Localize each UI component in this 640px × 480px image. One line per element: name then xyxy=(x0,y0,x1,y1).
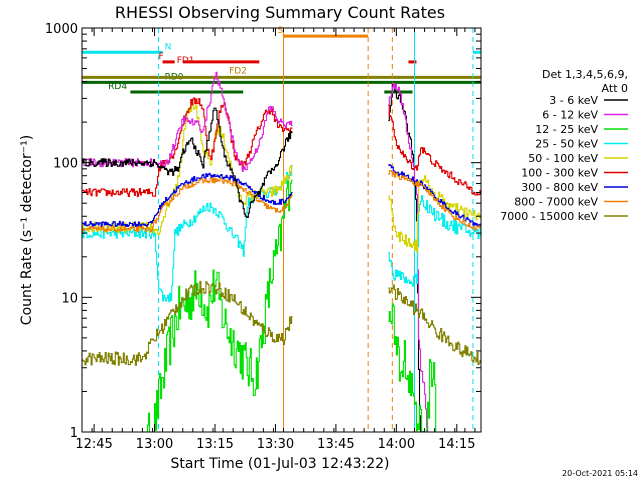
legend-label: 50 - 100 keV xyxy=(528,152,598,165)
legend: Det 1,3,4,5,6,9,Att 0 3 - 6 keV 6 - 12 keV… xyxy=(500,68,628,223)
flag-label-rd4: RD4 xyxy=(108,82,127,92)
legend-label: 800 - 7000 keV xyxy=(514,196,598,209)
x-tick-label: 13:00 xyxy=(136,437,173,452)
series-line-12-25-kev-pre xyxy=(141,175,293,432)
y-tick-label: 100 xyxy=(53,157,78,172)
y-axis-label: Count Rate (s⁻¹ detector⁻¹) xyxy=(19,135,35,325)
chart-title: RHESSI Observing Summary Count Rates xyxy=(115,3,445,22)
flag-label-fd1: FD1 xyxy=(177,56,195,66)
legend-header: Att 0 xyxy=(602,82,628,95)
x-tick-label: 13:30 xyxy=(257,437,294,452)
legend-label: 6 - 12 keV xyxy=(542,109,598,122)
series-line-3-6-kev-pre xyxy=(82,107,293,219)
series-line-800-7000-kev-pre xyxy=(82,177,293,233)
series-layer xyxy=(82,71,481,432)
x-tick-label: 14:00 xyxy=(378,437,415,452)
series-line-50-100-kev-pre xyxy=(82,101,293,236)
y-tick-label: 10 xyxy=(61,291,78,306)
legend-label: 100 - 300 keV xyxy=(521,167,598,180)
legend-label: 300 - 800 keV xyxy=(521,181,598,194)
flag-label-f: F xyxy=(159,52,164,62)
x-axis-label: Start Time (01-Jul-03 12:43:22) xyxy=(170,456,389,472)
series-line-7000-15000-kev-pre xyxy=(82,280,293,366)
series-line-100-300-kev-post xyxy=(388,104,481,196)
x-tick-label: 13:45 xyxy=(317,437,354,452)
legend-label: 3 - 6 keV xyxy=(549,94,598,107)
legend-label: 12 - 25 keV xyxy=(535,123,598,136)
y-tick-label: 1 xyxy=(70,426,78,441)
series-line-100-300-kev-pre xyxy=(82,97,293,198)
series-line-300-800-kev-post xyxy=(388,164,481,227)
axes: 12:45 13:00 13:15 13:30 13:45 14:00 14:15 1 10 10… xyxy=(45,22,481,452)
legend-label: 25 - 50 keV xyxy=(535,138,598,151)
flag-label-fd2: FD2 xyxy=(229,67,247,77)
legend-label: 7000 - 15000 keV xyxy=(500,210,598,223)
series-line-25-50-kev-pre xyxy=(82,164,293,303)
generated-timestamp: 20-Oct-2021 05:14 xyxy=(562,469,638,478)
flags-layer: NFSFD1FD2RD0RD4 xyxy=(82,26,481,94)
legend-header: Det 1,3,4,5,6,9, xyxy=(542,68,628,81)
series-line-7000-15000-kev-post xyxy=(388,284,481,366)
x-tick-label: 13:15 xyxy=(196,437,233,452)
series-line-800-7000-kev-post xyxy=(388,170,481,231)
series-line-12-25-kev-post xyxy=(388,303,437,432)
y-tick-label: 1000 xyxy=(45,22,78,37)
flag-label-n: N xyxy=(165,42,172,52)
x-tick-label: 14:15 xyxy=(438,437,475,452)
series-line-300-800-kev-pre xyxy=(82,172,293,228)
series-line-6-12-kev-pre xyxy=(82,71,293,172)
series-line-25-50-kev-post xyxy=(388,194,481,287)
flag-label-s: S xyxy=(277,26,283,36)
series-line-6-12-kev-post xyxy=(388,82,429,432)
plot-frame xyxy=(81,27,482,433)
x-tick-label: 12:45 xyxy=(75,437,112,452)
